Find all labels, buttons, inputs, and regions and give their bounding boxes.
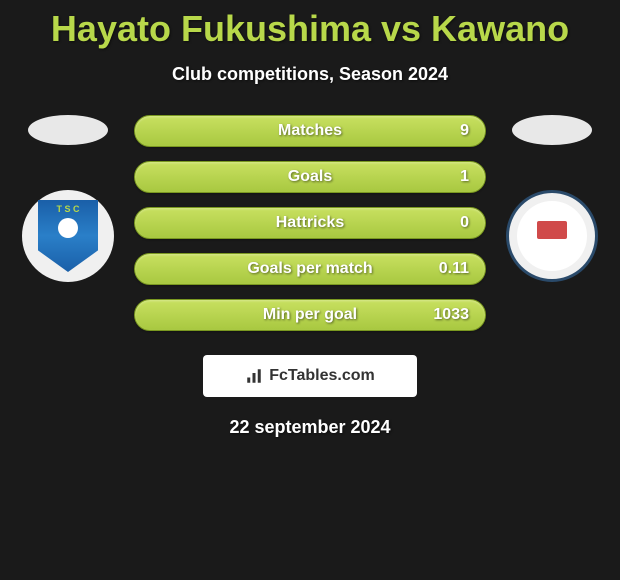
stat-label: Matches <box>278 122 342 140</box>
circle-badge-icon <box>517 201 587 271</box>
player-left-photo <box>28 115 108 145</box>
date-text: 22 september 2024 <box>0 417 620 438</box>
stat-label: Hattricks <box>276 214 344 232</box>
stat-bar-goals: Goals 1 <box>134 161 486 193</box>
stat-value: 1 <box>460 168 469 186</box>
stats-column: Matches 9 Goals 1 Hattricks 0 Goals per … <box>118 115 502 345</box>
stat-value: 0 <box>460 214 469 232</box>
stat-value: 1033 <box>433 306 469 324</box>
stat-bar-min-per-goal: Min per goal 1033 <box>134 299 486 331</box>
player-right-photo <box>512 115 592 145</box>
stat-bar-goals-per-match: Goals per match 0.11 <box>134 253 486 285</box>
comparison-row: Matches 9 Goals 1 Hattricks 0 Goals per … <box>0 115 620 345</box>
stat-value: 9 <box>460 122 469 140</box>
chart-icon <box>245 367 263 385</box>
stat-value: 0.11 <box>439 260 469 278</box>
player-right-column <box>502 115 602 282</box>
shield-icon <box>38 200 98 272</box>
stat-label: Goals per match <box>247 260 372 278</box>
subtitle: Club competitions, Season 2024 <box>0 64 620 85</box>
player-left-club-badge <box>22 190 114 282</box>
attribution-box: FcTables.com <box>203 355 417 397</box>
stat-label: Goals <box>288 168 332 186</box>
page-title: Hayato Fukushima vs Kawano <box>0 0 620 50</box>
stat-bar-hattricks: Hattricks 0 <box>134 207 486 239</box>
stat-label: Min per goal <box>263 306 357 324</box>
player-left-column <box>18 115 118 282</box>
stat-bar-matches: Matches 9 <box>134 115 486 147</box>
player-right-club-badge <box>506 190 598 282</box>
attribution-text: FcTables.com <box>269 367 375 385</box>
